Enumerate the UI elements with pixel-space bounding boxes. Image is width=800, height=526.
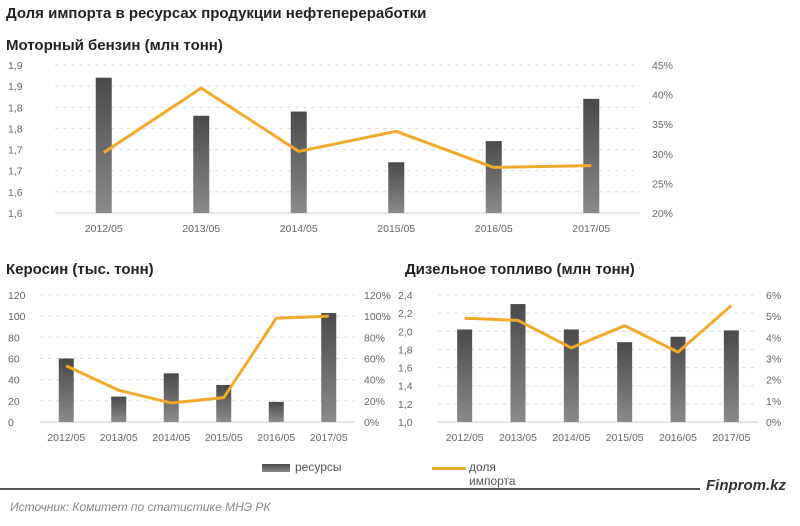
import-share-line <box>102 86 592 169</box>
y-tick-label: 1,4 <box>398 381 413 393</box>
y2-tick-label: 25% <box>652 178 673 190</box>
x-tick-label: 2016/05 <box>257 432 295 444</box>
x-tick-label: 2015/05 <box>205 432 243 444</box>
y2-tick-label: 4% <box>766 332 781 344</box>
y-tick-label: 0 <box>8 417 14 429</box>
bar-2014/05 <box>563 329 579 422</box>
y2-tick-label: 35% <box>652 119 673 131</box>
bar-2017/05 <box>583 98 600 213</box>
bar-2016/05 <box>485 141 502 213</box>
source-note: Источник: Комитет по статистике МНЭ РК <box>10 500 271 514</box>
y-tick-label: 1,7 <box>8 145 23 157</box>
bar-2013/05 <box>510 304 526 422</box>
y-tick-label: 80 <box>8 332 20 344</box>
bar-2015/05 <box>617 342 633 422</box>
x-tick-label: 2016/05 <box>475 223 513 235</box>
bar-2013/05 <box>193 115 210 213</box>
main-title: Доля импорта в ресурсах продукции нефтеп… <box>6 5 427 22</box>
x-tick-label: 2013/05 <box>100 432 138 444</box>
y-tick-label: 2,4 <box>398 290 413 302</box>
y-tick-label: 1,6 <box>8 208 23 220</box>
chart-title-kerosene: Керосин (тыс. тонн) <box>6 261 154 278</box>
y-tick-label: 2,2 <box>398 308 413 320</box>
y2-tick-label: 60% <box>364 354 385 366</box>
y2-tick-label: 120% <box>364 290 391 302</box>
y-tick-label: 1,6 <box>398 363 413 375</box>
y2-tick-label: 0% <box>766 417 781 429</box>
y-tick-label: 60 <box>8 354 20 366</box>
y-tick-label: 1,8 <box>398 344 413 356</box>
x-tick-label: 2012/05 <box>47 432 85 444</box>
bar-2016/05 <box>670 336 686 422</box>
legend-line-swatch <box>432 467 466 470</box>
x-tick-label: 2012/05 <box>85 223 123 235</box>
y2-tick-label: 3% <box>766 354 781 366</box>
x-tick-label: 2014/05 <box>552 432 590 444</box>
x-tick-label: 2014/05 <box>280 223 318 235</box>
bar-2014/05 <box>163 373 179 422</box>
y2-tick-label: 5% <box>766 311 781 323</box>
y-tick-label: 1,6 <box>8 187 23 199</box>
x-tick-label: 2014/05 <box>152 432 190 444</box>
bar-2012/05 <box>95 77 112 213</box>
chart-title-diesel: Дизельное топливо (млн тонн) <box>405 261 635 278</box>
x-tick-label: 2013/05 <box>182 223 220 235</box>
x-tick-label: 2012/05 <box>446 432 484 444</box>
bar-2015/05 <box>388 162 405 213</box>
chart-title-gasoline: Моторный бензин (млн тонн) <box>6 37 223 54</box>
y2-tick-label: 45% <box>652 60 673 72</box>
bar-2017/05 <box>321 312 337 422</box>
x-tick-label: 2015/05 <box>606 432 644 444</box>
y-tick-label: 40 <box>8 375 20 387</box>
y-tick-label: 1,9 <box>8 81 23 93</box>
y2-tick-label: 6% <box>766 290 781 302</box>
bar-2013/05 <box>111 396 127 422</box>
bar-2012/05 <box>58 358 74 422</box>
y-tick-label: 1,2 <box>398 399 413 411</box>
y-tick-label: 1,9 <box>8 60 23 72</box>
x-tick-label: 2017/05 <box>712 432 750 444</box>
y-tick-label: 1,8 <box>8 123 23 135</box>
y-tick-label: 100 <box>8 311 26 323</box>
import-share-line <box>464 304 733 354</box>
y-tick-label: 1,0 <box>398 417 413 429</box>
y2-tick-label: 30% <box>652 149 673 161</box>
y2-tick-label: 20% <box>652 208 673 220</box>
y-tick-label: 1,7 <box>8 166 23 178</box>
x-tick-label: 2016/05 <box>659 432 697 444</box>
bar-2016/05 <box>268 401 284 422</box>
y-tick-label: 1,8 <box>8 102 23 114</box>
legend-bar-label: ресурсы <box>295 460 342 474</box>
legend-bar-swatch <box>262 464 290 472</box>
y2-tick-label: 40% <box>652 90 673 102</box>
import-share-line <box>65 314 329 405</box>
bar-2017/05 <box>723 330 739 422</box>
y2-tick-label: 40% <box>364 375 385 387</box>
legend-line-label: доля импорта <box>469 460 516 488</box>
y-tick-label: 2,0 <box>398 326 413 338</box>
y2-tick-label: 1% <box>766 396 781 408</box>
y2-tick-label: 20% <box>364 396 385 408</box>
x-tick-label: 2017/05 <box>572 223 610 235</box>
x-tick-label: 2015/05 <box>377 223 415 235</box>
y2-tick-label: 80% <box>364 332 385 344</box>
y-tick-label: 120 <box>8 290 26 302</box>
y-tick-label: 20 <box>8 396 20 408</box>
footer-divider <box>0 488 700 490</box>
y2-tick-label: 100% <box>364 311 391 323</box>
bar-2012/05 <box>457 329 473 422</box>
x-tick-label: 2013/05 <box>499 432 537 444</box>
x-tick-label: 2017/05 <box>310 432 348 444</box>
y2-tick-label: 2% <box>766 375 781 387</box>
y2-tick-label: 0% <box>364 417 379 429</box>
brand-logo: Finprom.kz <box>705 477 786 494</box>
bar-2014/05 <box>290 111 307 213</box>
